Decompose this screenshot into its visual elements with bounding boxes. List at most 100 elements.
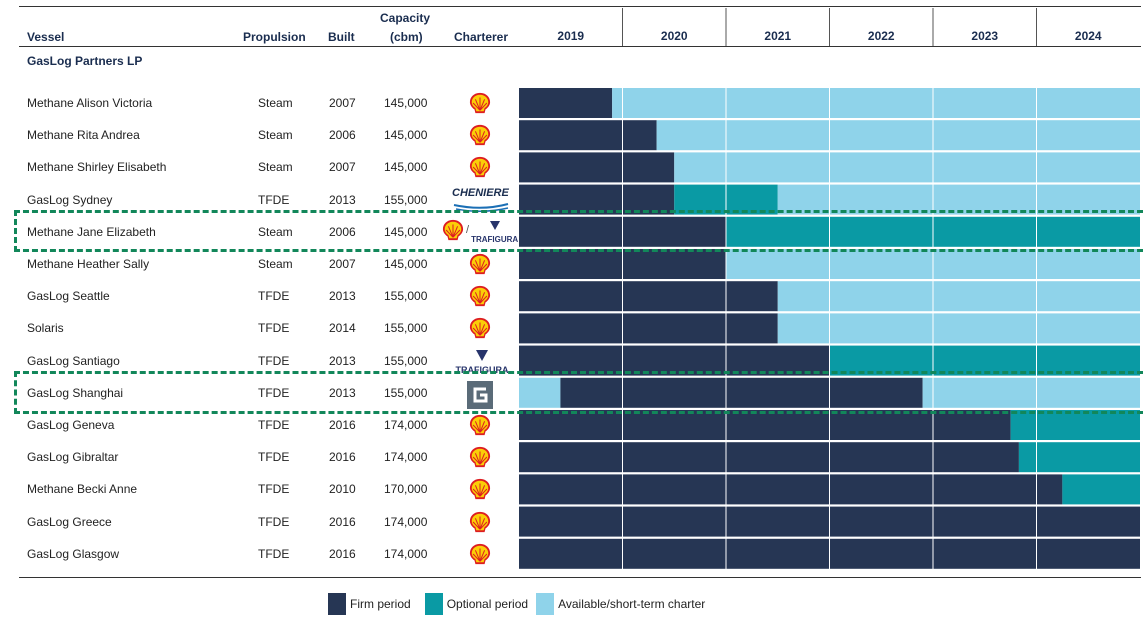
shell-logo (469, 285, 491, 312)
shell-icon (469, 286, 491, 307)
vessel-propulsion: TFDE (258, 385, 290, 400)
shell-logo (469, 478, 491, 505)
shell-icon (469, 543, 491, 564)
year-label-2023: 2023 (971, 29, 998, 43)
vessel-name: Methane Rita Andrea (27, 128, 140, 143)
vessel-built: 2007 (329, 257, 356, 271)
vessel-propulsion: TFDE (258, 353, 290, 368)
highlight-box-methane-jane-elizabeth (14, 210, 1143, 252)
bar-methane-alison-victoria-available (612, 88, 1140, 118)
bar-gaslog-santiago-optional (829, 345, 1140, 376)
vessel-capacity: 170,000 (384, 482, 428, 497)
bar-gaslog-shanghai-available (519, 377, 561, 408)
bar-gaslog-gibraltar-firm (519, 442, 1019, 473)
vessel-built: 2006 (329, 224, 356, 239)
vessel-built: 2007 (329, 160, 356, 175)
vessel-built: 2016 (329, 450, 356, 465)
legend-optional-label: Optional period (446, 597, 529, 611)
vessel-capacity: 174,000 (384, 418, 428, 432)
vessel-capacity: 145,000 (384, 96, 428, 110)
vessel-propulsion: TFDE (258, 192, 290, 207)
vessel-name: Methane Jane Elizabeth (27, 224, 156, 239)
shell-logo (469, 414, 491, 441)
trafigura-icon (476, 349, 488, 361)
bar-gaslog-seattle-firm (519, 281, 778, 312)
header-charterer: Charterer (454, 30, 509, 44)
vessel-capacity: 155,000 (384, 192, 428, 207)
header-vessel: Vessel (27, 30, 65, 44)
vessel-propulsion: Steam (258, 96, 293, 110)
header-propulsion: Propulsion (243, 30, 306, 44)
shell-icon (469, 157, 491, 178)
bar-solaris-firm (519, 313, 778, 344)
shell-trafigura-logo: / TRAFIGURA (442, 217, 518, 244)
vessel-capacity: 155,000 (384, 321, 428, 336)
trafigura-logo: TRAFIGURA (453, 348, 511, 375)
vessel-name: Solaris (27, 321, 64, 336)
vessel-name: GasLog Seattle (27, 289, 110, 304)
vessel-built: 2007 (329, 96, 356, 110)
bar-methane-becki-anne-optional (1062, 474, 1140, 505)
bar-methane-rita-andrea-firm (519, 120, 657, 151)
shell-icon (469, 447, 491, 468)
year-label-2022: 2022 (868, 29, 895, 43)
vessel-propulsion: Steam (258, 257, 293, 271)
vessel-propulsion: TFDE (258, 482, 290, 497)
header-capacity-line2: (cbm) (390, 30, 423, 44)
shell-logo (469, 317, 491, 344)
bar-methane-alison-victoria-firm (519, 88, 613, 118)
vessel-propulsion: TFDE (258, 450, 290, 465)
header-capacity-line1: Capacity (380, 11, 431, 25)
vessel-capacity: 155,000 (384, 353, 428, 368)
header-built: Built (328, 30, 355, 44)
shell-icon (469, 125, 491, 146)
bar-methane-becki-anne-firm (519, 474, 1063, 505)
header-bottom-rule (19, 46, 1141, 47)
shell-logo (469, 124, 491, 151)
vessel-name: Methane Heather Sally (27, 257, 150, 271)
shell-icon (469, 414, 491, 436)
bar-gaslog-sydney-firm (519, 184, 675, 215)
bar-gaslog-gibraltar-optional (1018, 442, 1140, 473)
bar-gaslog-geneva-firm (519, 410, 1011, 440)
shell-logo (469, 446, 491, 473)
bar-gaslog-sydney-available (777, 184, 1140, 215)
bar-gaslog-seattle-available (777, 281, 1140, 312)
vessel-built: 2006 (329, 128, 356, 143)
vessel-propulsion: TFDE (258, 289, 290, 304)
vessel-capacity: 145,000 (384, 224, 428, 239)
vessel-built: 2013 (329, 353, 356, 368)
bar-methane-rita-andrea-available (656, 120, 1140, 151)
trafigura-wordmark: TRAFIGURA (471, 234, 519, 244)
vessel-propulsion: Steam (258, 224, 293, 239)
year-label-2020: 2020 (661, 29, 688, 43)
shell-icon (469, 253, 491, 275)
legend-optional-swatch (424, 593, 443, 615)
shell-logo (469, 543, 491, 570)
year-label-2024: 2024 (1075, 29, 1102, 43)
trafigura-icon (489, 220, 500, 230)
vessel-name: GasLog Gibraltar (27, 450, 119, 465)
vessel-capacity: 145,000 (384, 160, 428, 175)
vessel-capacity: 155,000 (384, 289, 428, 304)
shell-icon (469, 92, 491, 114)
legend: Firm period Optional period Available/sh… (328, 592, 705, 616)
legend-available-label: Available/short-term charter (558, 597, 706, 611)
shell-logo (469, 511, 491, 538)
section-title: GasLog Partners LP (27, 54, 143, 68)
legend-firm-swatch (328, 593, 346, 615)
separator-slash: / (466, 224, 470, 237)
vessel-built: 2016 (329, 418, 356, 432)
vessel-capacity: 145,000 (384, 128, 428, 143)
footer-rule (19, 577, 1141, 578)
vessel-built: 2013 (329, 192, 356, 207)
vessel-capacity: 155,000 (384, 385, 428, 400)
vessel-capacity: 174,000 (384, 546, 428, 561)
trafigura-wordmark: TRAFIGURA (455, 364, 509, 375)
shell-logo (469, 92, 491, 119)
vessel-name: GasLog Greece (27, 514, 112, 529)
bar-gaslog-geneva-optional (1010, 410, 1140, 440)
vessel-name: Methane Becki Anne (27, 482, 138, 497)
vessel-propulsion: TFDE (258, 418, 290, 432)
vessel-name: Methane Alison Victoria (27, 96, 153, 110)
